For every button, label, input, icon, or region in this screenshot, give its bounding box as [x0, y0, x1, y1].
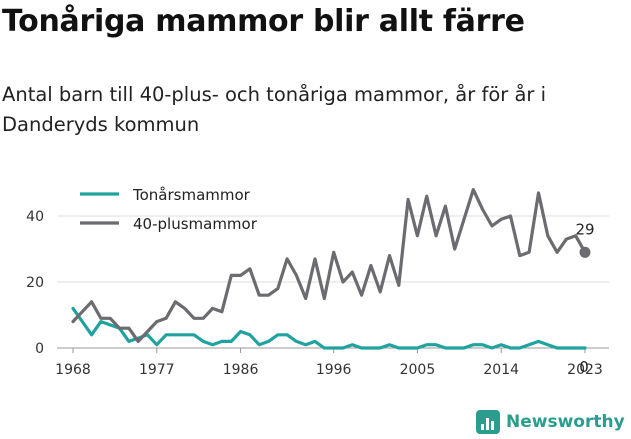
brand: Newsworthy [476, 407, 625, 437]
chart-title: Tonåriga mammor blir allt färre [2, 4, 525, 39]
x-tick-label: 1996 [316, 362, 352, 378]
y-tick-label: 20 [26, 275, 44, 291]
gridlines [57, 215, 609, 349]
y-tick-label: 0 [35, 341, 44, 357]
series-lines [71, 188, 587, 350]
legend: Tonårsmammor 40-plusmammor [80, 186, 258, 233]
y-axis: 0 20 40 [26, 209, 44, 357]
end-value-label: 0 [579, 358, 589, 376]
end-value-label: 29 [575, 220, 594, 238]
legend-label: Tonårsmammor [132, 186, 251, 204]
y-tick-label: 40 [26, 209, 44, 225]
series-line-40-plusmammor [71, 188, 587, 343]
x-tick-label: 2023 [567, 362, 603, 378]
chart-subtitle: Antal barn till 40-plus- och tonåriga ma… [2, 83, 547, 136]
end-labels: 29 0 [575, 220, 594, 376]
x-axis: 1968 1977 1986 1996 2005 2014 2023 [55, 348, 603, 378]
x-tick-label: 1986 [223, 362, 259, 378]
x-tick-label: 1977 [139, 362, 175, 378]
series-line-tonarsmammor [71, 306, 587, 350]
end-point-marker [579, 246, 591, 258]
newsworthy-logo-icon [476, 410, 500, 434]
x-tick-label: 2014 [483, 362, 519, 378]
legend-label: 40-plusmammor [133, 215, 258, 233]
x-tick-label: 1968 [55, 362, 91, 378]
brand-name: Newsworthy [506, 412, 625, 432]
x-tick-label: 2005 [400, 362, 436, 378]
